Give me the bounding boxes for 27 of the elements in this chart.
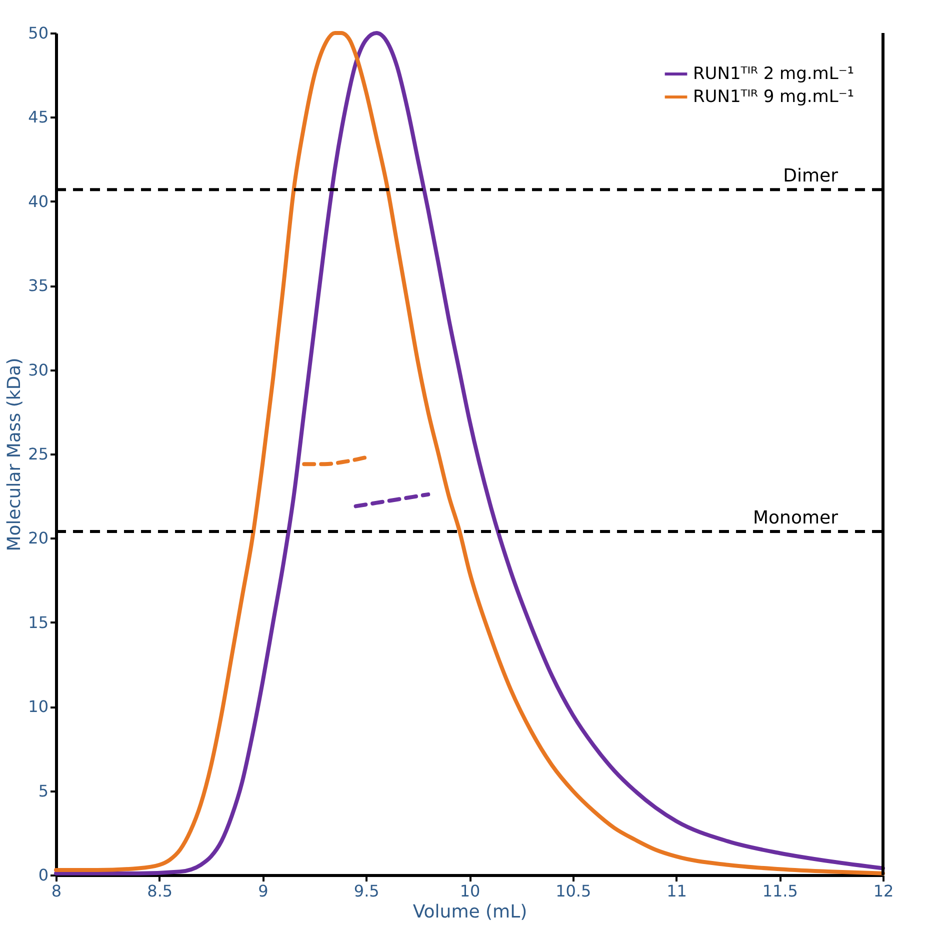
x-tick-label: 8 [51, 882, 62, 900]
x-tick-label: 9 [258, 882, 268, 900]
x-tick-label: 11.5 [762, 882, 798, 900]
y-tick-label: 20 [28, 528, 48, 548]
y-tick-label: 45 [28, 108, 48, 127]
y-tick-label: 15 [28, 612, 48, 632]
legend-label: RUN1ᵀᴵᴿ 2 mg.mL⁻¹ [693, 64, 854, 84]
y-tick-label: 5 [38, 781, 48, 800]
y-tick-label: 35 [28, 276, 48, 296]
x-tick-label: 9.5 [354, 882, 380, 900]
line-series [354, 492, 430, 508]
legend-label: RUN1ᵀᴵᴿ 9 mg.mL⁻¹ [693, 87, 854, 107]
y-tick-label: 0 [38, 866, 48, 884]
ref-line-label: Dimer [783, 166, 839, 187]
x-tick-label: 12 [873, 882, 894, 900]
y-tick-label: 30 [28, 360, 48, 380]
x-tick-label: 8.5 [147, 882, 173, 900]
x-tick-label: 11 [666, 882, 687, 900]
ref-line-label: Monomer [753, 507, 839, 528]
y-tick-label: 25 [28, 444, 48, 464]
x-tick-label: 10 [460, 882, 480, 900]
x-axis-title: Volume (mL) [412, 902, 528, 922]
y-tick-label: 40 [28, 192, 48, 211]
y-axis-title: Molecular Mass (kDa) [4, 358, 26, 552]
x-tick-label: 10.5 [556, 882, 592, 900]
y-tick-label: 50 [28, 24, 48, 42]
y-tick-label: 10 [28, 697, 48, 716]
